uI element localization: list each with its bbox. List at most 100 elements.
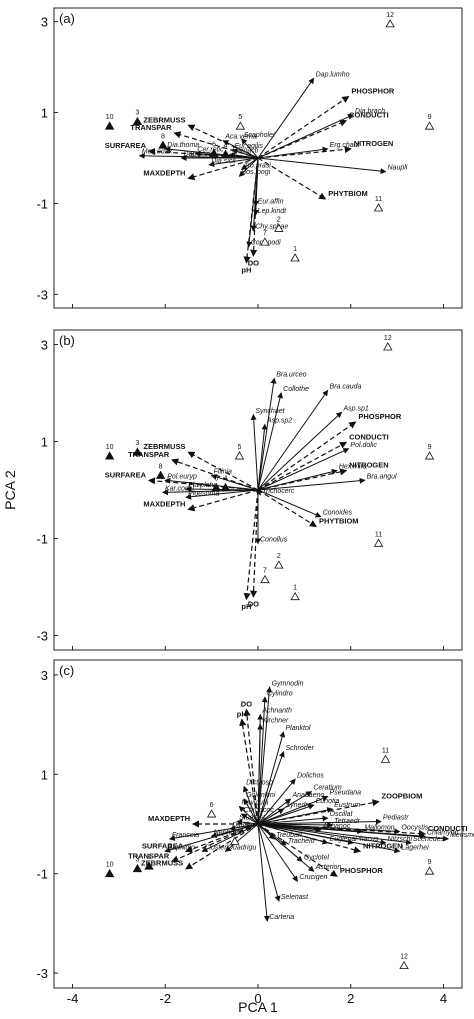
species-label: Dictyosp (246, 780, 273, 787)
site-label: 10 (106, 114, 114, 121)
site-label: 1 (293, 246, 297, 253)
environment-label: ZEBRMUSS (143, 442, 185, 451)
site-marker (104, 121, 115, 130)
environment-label: PHYTBIOM (319, 516, 359, 525)
species-label: Dap.lumho (316, 71, 350, 78)
species-label: Lep.kindt (258, 208, 287, 215)
site-marker (373, 203, 384, 212)
environment-label: MAXDEPTH (143, 499, 185, 508)
species-label: Dia.brach (355, 108, 385, 115)
x-tick-label: 0 (254, 991, 261, 1006)
y-tick-label: 1 (41, 767, 48, 782)
environment-label: ZOOPBIOM (382, 792, 423, 801)
species-vector (257, 468, 338, 491)
species-label: Chlamydo (427, 829, 459, 836)
environment-vector (257, 421, 357, 491)
environment-vector (257, 823, 362, 854)
site-label: 11 (382, 747, 389, 754)
species-vector (240, 813, 259, 825)
species-label: Dia.sicil (211, 158, 236, 165)
species-vector (257, 823, 281, 902)
species-vector (257, 795, 329, 825)
y-tick-label: -1 (36, 531, 48, 546)
site-label: 12 (384, 335, 392, 342)
species-vector (224, 823, 259, 852)
environment-label: ZEBRMUSS (143, 115, 185, 124)
species-label: Raphidio (167, 844, 195, 851)
species-vector (257, 448, 350, 491)
species-vector (164, 823, 259, 853)
species-vector (161, 489, 259, 496)
panel-label: (b) (59, 333, 75, 348)
species-label: Pol.dolic (350, 442, 377, 449)
site-label: 5 (233, 829, 237, 836)
environment-vector (243, 157, 259, 264)
species-vector (257, 731, 286, 825)
species-label: Naupli (388, 165, 408, 172)
environment-label: PHOSPHOR (340, 866, 384, 875)
site-marker (234, 451, 245, 460)
environment-vector (147, 477, 259, 491)
x-axis-title: PCA 1 (238, 999, 278, 1015)
site-label: 12 (400, 954, 408, 961)
species-vector (243, 785, 259, 825)
environment-vector (257, 441, 348, 491)
site-marker (260, 237, 270, 246)
species-label: Asterion (315, 864, 342, 871)
environment-label: CONDUCTI (349, 432, 389, 441)
species-label: Tetraedr (334, 818, 360, 825)
environment-label: NITROGEN (349, 461, 389, 470)
site-label: 5 (238, 114, 242, 121)
site-label: 11 (375, 531, 382, 538)
site-marker (290, 253, 300, 262)
site-marker (144, 861, 154, 870)
species-label: Kirchner (262, 718, 289, 725)
species-vector (257, 823, 298, 882)
site-marker (373, 538, 384, 547)
site-label: 10 (106, 444, 114, 451)
species-vector (243, 798, 259, 825)
species-label: Erg.chaut (330, 142, 361, 149)
species-vector (257, 798, 292, 825)
y-tick-label: -3 (36, 287, 48, 302)
site-marker (290, 591, 300, 601)
species-label: Synedra (286, 802, 312, 809)
environment-label: DO (248, 259, 259, 268)
species-label: Filinia (214, 468, 232, 475)
species-label: Achnanth (261, 708, 292, 715)
pca-panel-2: (c) 3 1 -1 -3 Gymnodin Cylindro Achnanth Kirchne… (36, 659, 474, 989)
environment-label: pH (237, 710, 247, 719)
environment-vector (257, 468, 348, 491)
environment-label: NITROGEN (363, 841, 403, 850)
environment-vector (147, 147, 259, 159)
species-label: Conollus (260, 536, 288, 543)
species-label: Merismop (450, 832, 474, 839)
species-label: Gymnodin (272, 680, 304, 687)
site-marker (385, 19, 395, 28)
environment-label: TRANSPAR (130, 123, 172, 132)
x-tick-label: -2 (159, 991, 171, 1006)
species-vector (250, 413, 259, 491)
species-vector (208, 157, 259, 168)
environment-label: NITROGEN (354, 139, 394, 148)
y-axis-title: PCA 2 (2, 470, 18, 510)
y-tick-label: -1 (36, 867, 48, 882)
species-label: Nitzschi (388, 836, 413, 843)
species-label: Dia.thoma (167, 142, 199, 149)
site-label: 8 (159, 463, 163, 470)
species-vector (257, 823, 387, 846)
site-label: 5 (238, 444, 242, 451)
environment-label: TRANSPAR (128, 450, 170, 459)
site-label: 6 (212, 141, 216, 148)
site-label: 7 (263, 568, 267, 575)
species-label: Scapholei (244, 132, 275, 139)
species-vector (257, 791, 313, 825)
environment-label: SURFAREA (142, 841, 184, 850)
environment-vector (171, 458, 259, 491)
species-vector (185, 489, 259, 500)
species-label: Treubari (276, 832, 302, 839)
species-vector (257, 423, 268, 491)
species-label: Eustrum (334, 802, 360, 809)
species-label: Mallomon (364, 824, 394, 831)
species-vector (257, 392, 283, 491)
